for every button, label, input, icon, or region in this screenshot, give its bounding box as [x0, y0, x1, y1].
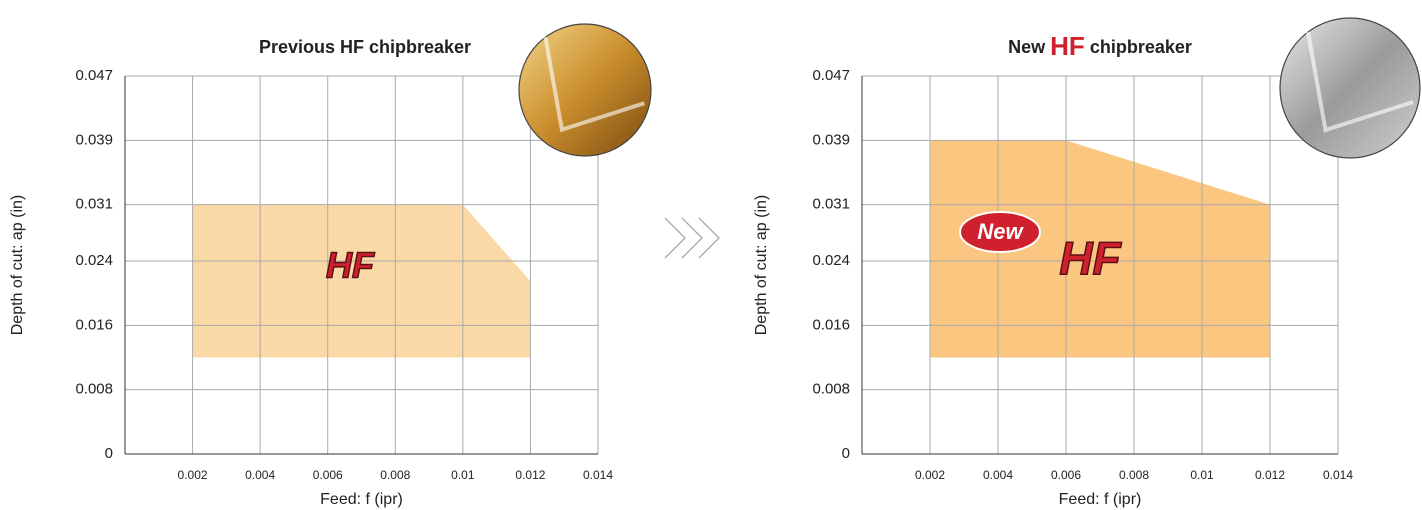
- y-tick-label: 0.016: [75, 316, 113, 333]
- x-tick-label: 0.004: [983, 468, 1013, 482]
- chart-title: New HF chipbreaker: [1008, 31, 1192, 61]
- x-tick-label: 0.006: [1051, 468, 1081, 482]
- badge-bg: [959, 211, 1041, 253]
- operating-region: [192, 204, 531, 358]
- x-tick-label: 0.008: [380, 468, 410, 482]
- x-tick-label: 0.012: [1255, 468, 1285, 482]
- x-tick-label: 0.002: [178, 468, 208, 482]
- x-tick-label: 0.004: [245, 468, 275, 482]
- x-tick-label: 0.006: [313, 468, 343, 482]
- y-tick-label: 0.039: [75, 131, 113, 148]
- chevrons: [664, 217, 720, 259]
- x-axis-label: Feed: f (ipr): [320, 491, 403, 508]
- y-tick-label: 0.039: [812, 131, 850, 148]
- y-tick-label: 0.016: [812, 316, 850, 333]
- x-tick-label: 0.008: [1119, 468, 1149, 482]
- y-axis-label: Depth of cut: ap (in): [9, 195, 26, 336]
- x-tick-label: 0.01: [451, 468, 475, 482]
- x-tick-label: 0.01: [1190, 468, 1214, 482]
- y-tick-label: 0.031: [812, 196, 850, 213]
- y-tick-label: 0: [842, 445, 850, 462]
- y-tick-label: 0.031: [75, 196, 113, 213]
- y-tick-label: 0.008: [75, 381, 113, 398]
- chart-title: Previous HF chipbreaker: [259, 37, 471, 57]
- y-tick-label: 0.047: [812, 67, 850, 84]
- title-part: New: [1008, 37, 1046, 57]
- x-tick-label: 0.014: [1323, 468, 1353, 482]
- insert-edge: [1306, 31, 1414, 133]
- logo: HF: [1059, 232, 1122, 284]
- x-tick-label: 0.012: [515, 468, 545, 482]
- insert-edge: [543, 36, 646, 133]
- logo: HF: [326, 245, 375, 286]
- y-tick-label: 0.047: [75, 67, 113, 84]
- y-tick-label: 0.024: [812, 252, 850, 269]
- title-part: chipbreaker: [1090, 37, 1192, 57]
- y-tick-label: 0.008: [812, 381, 850, 398]
- operating-region: [930, 140, 1270, 358]
- badge: New: [977, 219, 1024, 244]
- y-tick-label: 0: [105, 445, 113, 462]
- insert-photo: [518, 23, 652, 157]
- y-tick-label: 0.024: [75, 252, 113, 269]
- x-tick-label: 0.002: [915, 468, 945, 482]
- y-axis-label: Depth of cut: ap (in): [753, 195, 770, 336]
- x-axis-label: Feed: f (ipr): [1059, 491, 1142, 508]
- title-part: HF: [1050, 31, 1085, 61]
- insert-photo: [1279, 17, 1421, 159]
- x-tick-label: 0.014: [583, 468, 613, 482]
